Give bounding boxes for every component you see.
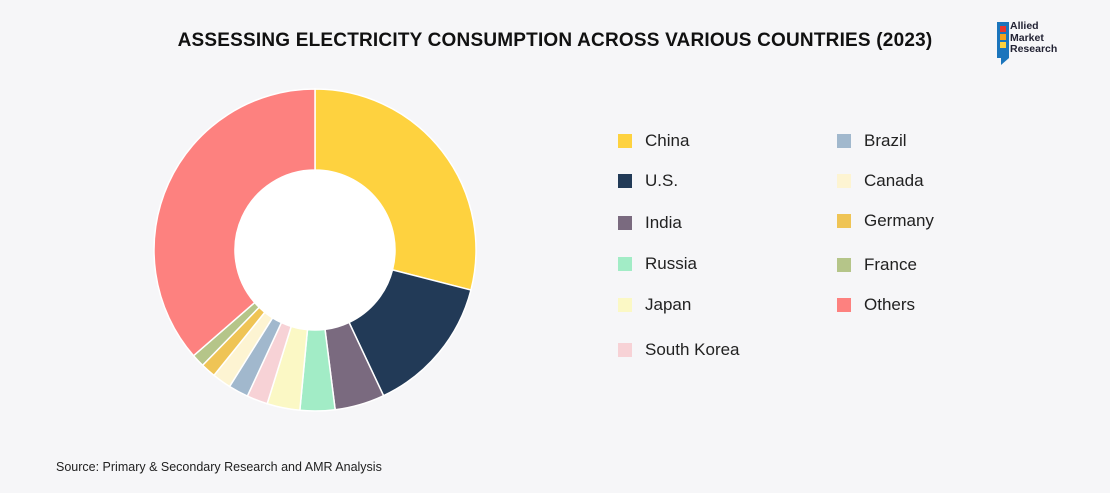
legend-label: Japan bbox=[645, 295, 692, 314]
legend-label: Others bbox=[864, 295, 916, 314]
allied-market-research-logo: Allied Market Research bbox=[997, 20, 1089, 68]
chart-legend: China U.S. India Russia Japan South Korea Braz… bbox=[618, 131, 978, 371]
legend-label: South Korea bbox=[645, 340, 740, 359]
legend-swatch bbox=[618, 174, 632, 188]
logo-icon bbox=[997, 22, 1009, 65]
legend-swatch bbox=[618, 216, 632, 230]
legend-label: Russia bbox=[645, 254, 697, 273]
legend-label: Canada bbox=[864, 171, 924, 190]
legend-swatch bbox=[618, 298, 632, 312]
legend-label: France bbox=[864, 255, 917, 274]
source-note: Source: Primary & Secondary Research and… bbox=[56, 460, 382, 474]
legend-swatch bbox=[837, 298, 851, 312]
legend-item-others[interactable]: Others bbox=[837, 295, 915, 315]
legend-label: U.S. bbox=[645, 171, 679, 190]
legend-item-germany[interactable]: Germany bbox=[837, 211, 934, 231]
slice-china[interactable] bbox=[314, 88, 477, 291]
legend-item-japan[interactable]: Japan bbox=[618, 295, 691, 315]
legend-label: Brazil bbox=[864, 131, 907, 150]
legend-label: Germany bbox=[864, 211, 934, 230]
legend-swatch bbox=[837, 174, 851, 188]
legend-swatch bbox=[618, 257, 632, 271]
legend-item-china[interactable]: China bbox=[618, 131, 689, 151]
logo-line-3: Research bbox=[1010, 43, 1058, 55]
legend-swatch bbox=[618, 343, 632, 357]
legend-label: China bbox=[645, 131, 690, 150]
legend-item-france[interactable]: France bbox=[837, 255, 917, 275]
logo-text: Allied Market Research bbox=[1010, 20, 1058, 56]
donut-hole bbox=[235, 170, 395, 330]
legend-item-russia[interactable]: Russia bbox=[618, 254, 697, 274]
legend-item-u-s[interactable]: U.S. bbox=[618, 171, 678, 191]
legend-swatch bbox=[837, 134, 851, 148]
legend-swatch bbox=[618, 134, 632, 148]
logo-line-2: Market bbox=[1010, 31, 1044, 44]
logo-line-1: Allied bbox=[1010, 20, 1039, 32]
legend-swatch bbox=[837, 214, 851, 228]
chart-title: ASSESSING ELECTRICITY CONSUMPTION ACROSS… bbox=[177, 30, 933, 51]
legend-item-india[interactable]: India bbox=[618, 213, 682, 233]
slice-others[interactable] bbox=[153, 88, 316, 357]
legend-label: India bbox=[645, 213, 682, 232]
legend-item-brazil[interactable]: Brazil bbox=[837, 131, 907, 151]
legend-item-south-korea[interactable]: South Korea bbox=[618, 340, 740, 360]
legend-item-canada[interactable]: Canada bbox=[837, 171, 924, 191]
legend-swatch bbox=[837, 258, 851, 272]
